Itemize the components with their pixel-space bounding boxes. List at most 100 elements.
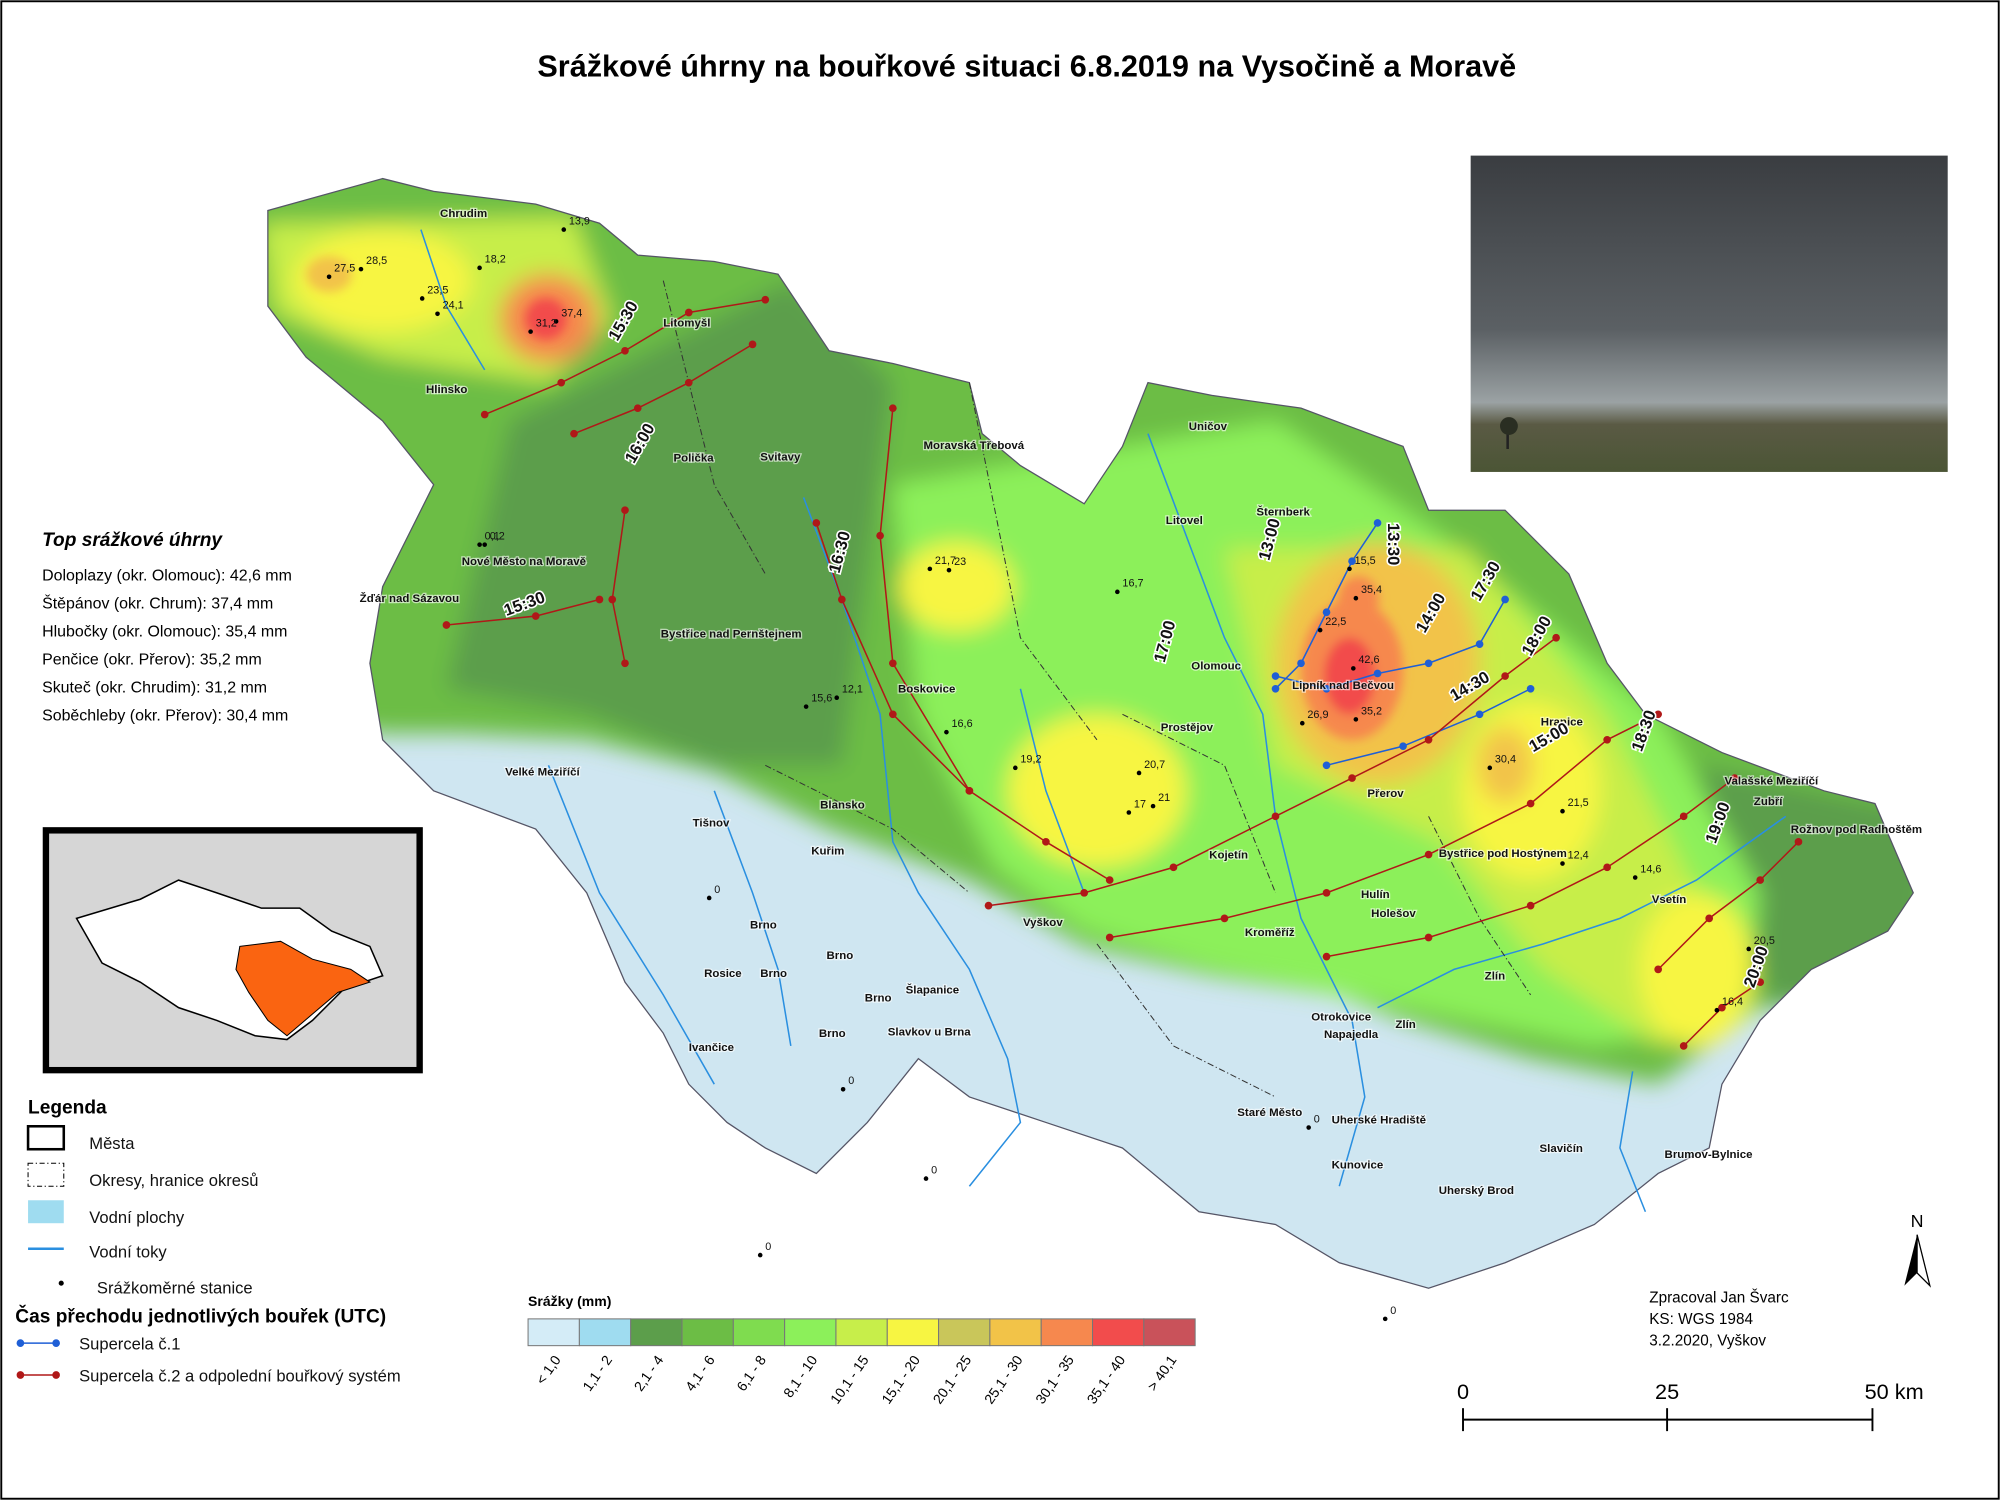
station-dot xyxy=(1300,720,1305,726)
station-dot xyxy=(1115,589,1120,595)
track-point xyxy=(1424,659,1433,668)
track-point xyxy=(748,340,757,349)
station-dot xyxy=(1714,1007,1720,1013)
scale-label: 0 xyxy=(1457,1379,1469,1404)
station-value: 12,4 xyxy=(1568,849,1589,861)
station-dot xyxy=(1560,808,1565,814)
station-dot xyxy=(482,542,487,547)
track-point xyxy=(480,410,489,419)
storm-track xyxy=(573,343,753,435)
credit: KS: WGS 1984 xyxy=(1649,1311,1753,1328)
top-item: Hlubočky (okr. Olomouc): 35,4 mm xyxy=(42,623,287,640)
town-label: Bystřice pod Hostýnem xyxy=(1439,848,1567,860)
town-label: Ivančice xyxy=(689,1042,734,1054)
station-value: 13,9 xyxy=(569,215,590,227)
district-borders xyxy=(662,280,1532,1098)
station-dot xyxy=(1317,627,1323,633)
station-value: 0 xyxy=(714,884,720,896)
station-value: 16,4 xyxy=(1722,996,1743,1008)
track-point xyxy=(570,429,578,438)
stations: 42,6 37,4 35,4 35,2 31,2 30,4 27,5 28,5 23,5 24,1… xyxy=(326,215,1775,1322)
station-value: 30,4 xyxy=(1495,754,1516,766)
station-value: 24,1 xyxy=(443,300,464,312)
town-label: Kojetín xyxy=(1209,849,1248,861)
storm-legend-dot xyxy=(16,1371,25,1379)
legend-title: Legenda xyxy=(28,1098,107,1119)
scale-class xyxy=(1092,1318,1145,1347)
track-point xyxy=(1654,710,1662,719)
town-label: Hulín xyxy=(1361,889,1390,901)
town-label: Žďár nad Sázavou xyxy=(360,592,459,605)
station-value: 0 xyxy=(931,1164,937,1176)
station-value: 0,2 xyxy=(490,531,505,543)
legend-item: Města xyxy=(89,1134,135,1153)
town-label: Tišnov xyxy=(693,818,730,830)
legend-item: Vodní plochy xyxy=(89,1208,185,1227)
top-item: Skuteč (okr. Chrudim): 31,2 mm xyxy=(42,680,267,697)
station-dot xyxy=(419,296,425,301)
storm-legend-title: Čas přechodu jednotlivých bouřek (UTC) xyxy=(15,1306,386,1328)
town-label: Brno xyxy=(865,992,892,1004)
map-title: Srážkové úhrny na bouřkové situaci 6.8.2… xyxy=(537,50,1516,84)
track-point xyxy=(1679,1042,1688,1050)
scale-bar xyxy=(1462,1408,1874,1432)
station-dot xyxy=(946,567,952,573)
town-label: Prostějov xyxy=(1161,722,1214,734)
town-label: Chrudim xyxy=(440,208,487,220)
track-point xyxy=(1705,914,1714,923)
storm-track xyxy=(1275,599,1506,690)
station-dot xyxy=(1746,946,1752,952)
track-point xyxy=(621,506,629,515)
town-label: Uničov xyxy=(1189,421,1228,433)
credit: Zpracoval Jan Švarc xyxy=(1649,1289,1789,1306)
station-dot xyxy=(528,329,533,334)
track-point xyxy=(889,710,897,719)
track-point xyxy=(761,295,770,304)
station-dot xyxy=(477,265,482,271)
town-label: Uherský Brod xyxy=(1439,1185,1514,1197)
track-point xyxy=(1526,684,1535,693)
station-value: 0,1 xyxy=(485,531,500,543)
track-point xyxy=(984,901,993,910)
station-value: 20,7 xyxy=(1144,759,1165,771)
station-value: 27,5 xyxy=(334,263,355,275)
track-point xyxy=(684,308,693,317)
scale-class xyxy=(681,1318,734,1347)
track-point xyxy=(1654,965,1662,974)
station-dot xyxy=(477,542,482,547)
station-dot xyxy=(1306,1125,1311,1130)
station-dot xyxy=(706,895,712,901)
station-value: 17 xyxy=(1134,798,1146,810)
town-label: Rožnov pod Radhoštěm xyxy=(1791,824,1922,836)
town-label: Přerov xyxy=(1367,788,1404,800)
station-value: 0 xyxy=(765,1241,771,1253)
town-label: Blansko xyxy=(820,800,865,812)
track-point xyxy=(531,612,540,620)
station-dot xyxy=(1560,861,1565,866)
storm-photo xyxy=(1470,155,1948,472)
station-dot xyxy=(1353,595,1359,601)
station-value: 21,5 xyxy=(1568,797,1589,809)
track-point xyxy=(1794,838,1803,846)
town-label: Holešov xyxy=(1371,908,1416,920)
north-arrow xyxy=(1916,1234,1932,1288)
north-label: N xyxy=(1911,1211,1924,1231)
track-point xyxy=(1718,1003,1726,1012)
town-label: Slavkov u Brna xyxy=(888,1027,971,1039)
region-border xyxy=(267,177,1914,1289)
town-label: Otrokovice xyxy=(1311,1011,1371,1023)
track-point xyxy=(621,346,629,355)
legend-item: Okresy, hranice okresů xyxy=(89,1171,258,1190)
track-point xyxy=(1373,519,1382,527)
top-item: Doloplazy (okr. Olomouc): 42,6 mm xyxy=(42,567,292,584)
town-label: Brno xyxy=(750,920,777,932)
station-dot xyxy=(834,695,840,700)
track-point xyxy=(1526,901,1535,910)
legend-item: Vodní toky xyxy=(89,1243,167,1262)
town-label: Staré Město xyxy=(1237,1107,1302,1119)
track-point xyxy=(1424,850,1433,859)
station-dot xyxy=(923,1176,929,1181)
town-label: Napajedla xyxy=(1324,1029,1379,1041)
station-value: 20,5 xyxy=(1754,935,1775,947)
